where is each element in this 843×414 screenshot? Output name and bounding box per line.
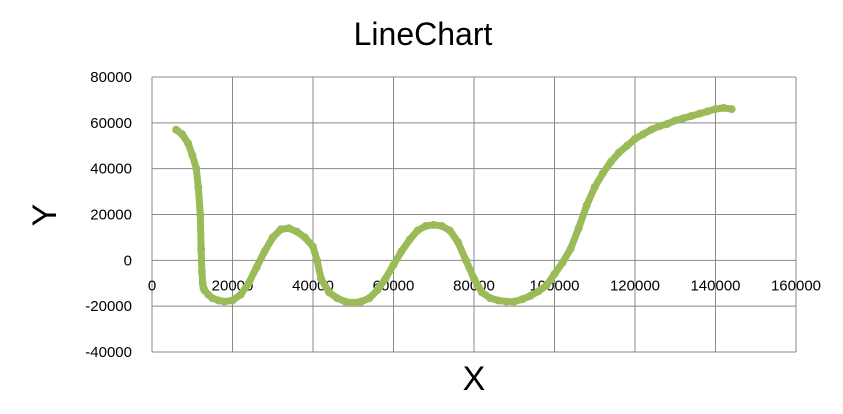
y-tick-label: 0	[124, 252, 132, 269]
data-point	[309, 242, 317, 251]
data-point	[614, 148, 623, 157]
data-point	[647, 125, 656, 134]
data-point	[276, 225, 285, 234]
data-point	[349, 298, 358, 307]
data-point	[453, 238, 462, 246]
data-point	[510, 297, 519, 306]
data-point	[534, 287, 543, 296]
data-point	[244, 279, 253, 288]
data-point	[313, 256, 322, 265]
data-point	[622, 141, 631, 150]
data-point	[300, 233, 309, 242]
data-point	[727, 105, 736, 114]
x-tick-label: 160000	[771, 277, 821, 294]
data-point	[598, 169, 607, 178]
data-point	[341, 297, 350, 306]
y-tick-label: 20000	[90, 207, 132, 224]
data-point	[172, 125, 181, 134]
data-point	[236, 290, 245, 299]
data-point	[413, 226, 422, 235]
data-point	[486, 294, 495, 303]
data-point	[429, 220, 438, 229]
data-point	[220, 297, 229, 306]
data-point	[631, 134, 639, 143]
data-point	[494, 296, 503, 305]
data-point	[317, 274, 326, 283]
data-point	[397, 247, 406, 256]
gridlines	[151, 76, 797, 353]
data-point	[679, 114, 688, 123]
data-point	[197, 244, 206, 253]
y-axis-title: Y	[26, 204, 64, 227]
data-point	[373, 286, 382, 295]
data-point	[268, 233, 277, 242]
data-point	[445, 226, 454, 235]
data-point	[703, 107, 712, 116]
data-point	[194, 183, 203, 191]
data-point	[470, 274, 478, 283]
data-point	[381, 274, 390, 283]
data-point	[566, 244, 575, 253]
x-tick-label: 0	[148, 277, 156, 294]
data-point	[574, 224, 583, 233]
data-point	[478, 288, 487, 297]
data-point	[461, 256, 470, 265]
data-point	[325, 288, 334, 297]
data-point	[558, 258, 567, 267]
data-point	[502, 297, 511, 306]
data-point	[196, 210, 205, 219]
data-point	[526, 291, 535, 300]
y-tick-label: -40000	[85, 344, 132, 361]
data-point	[655, 122, 664, 131]
y-tick-label: 40000	[90, 161, 132, 178]
data-point	[197, 267, 206, 276]
data-point	[292, 227, 301, 236]
data-point	[214, 296, 223, 305]
data-point	[695, 109, 704, 118]
data-point	[550, 270, 559, 279]
x-tick-label: 140000	[690, 277, 740, 294]
data-point	[284, 224, 293, 233]
y-tick-labels: -40000 -20000 0 20000 40000 60000 80000	[85, 69, 132, 361]
series-line	[172, 104, 736, 307]
data-point	[542, 281, 551, 290]
data-point	[606, 157, 615, 166]
data-point	[357, 297, 366, 306]
data-point	[208, 294, 217, 303]
data-point	[260, 247, 269, 256]
y-tick-label: 80000	[90, 69, 132, 86]
data-point	[389, 260, 398, 269]
data-point	[639, 130, 648, 139]
data-point	[192, 164, 201, 173]
data-point	[178, 130, 187, 139]
data-point	[421, 221, 430, 230]
y-tick-label: 60000	[90, 115, 132, 132]
data-point	[228, 296, 237, 305]
x-tick-label: 120000	[610, 277, 660, 294]
series-layer	[172, 103, 736, 307]
data-point	[188, 150, 197, 159]
data-point	[437, 221, 446, 230]
data-point	[663, 119, 672, 128]
data-point	[333, 294, 342, 303]
y-tick-label: -20000	[85, 298, 132, 315]
data-point	[252, 263, 261, 272]
data-point	[405, 235, 414, 244]
data-point	[719, 103, 728, 112]
data-point	[671, 116, 680, 125]
data-point	[365, 294, 374, 303]
data-point	[590, 183, 599, 191]
data-point	[518, 295, 527, 304]
data-point	[184, 139, 193, 148]
data-point	[582, 201, 591, 210]
data-point	[711, 105, 720, 114]
chart-title: LineChart	[354, 16, 493, 52]
data-point	[687, 111, 696, 120]
x-axis-title: X	[463, 360, 486, 398]
